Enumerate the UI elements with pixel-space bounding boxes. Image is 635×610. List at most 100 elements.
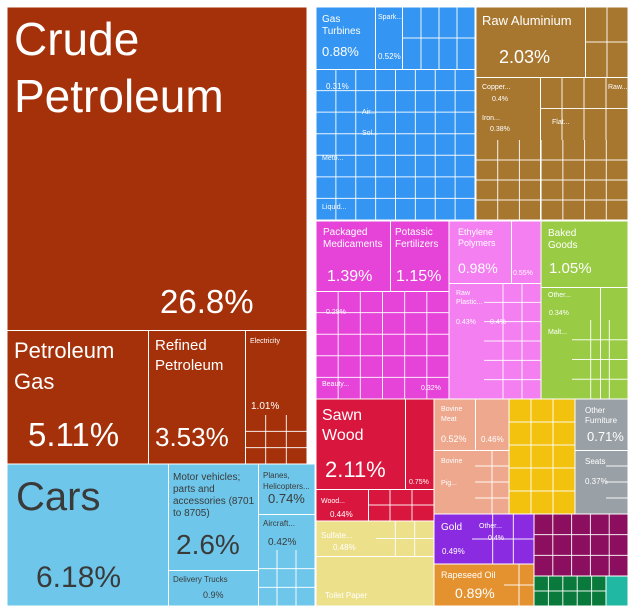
delivery-trucks-name-label: Delivery Trucks [173, 575, 228, 584]
mineral-divider [7, 330, 307, 331]
raw-plastic-name-label: Raw [456, 290, 471, 297]
copper-value-label: 0.4% [492, 96, 508, 103]
crude-petroleum-name-label: Petroleum [14, 70, 224, 122]
seats-name-label: Seats [585, 457, 605, 466]
crude-petroleum-name-label: Crude [14, 13, 139, 65]
liquid-name-label: Liquid... [322, 204, 347, 211]
item-27-value-label: 0.55% [513, 270, 533, 277]
air-name-label: Air... [362, 109, 376, 116]
motor-vehicles-parts-and-accessories-8701-to-8705-name-label: accessories (8701 [173, 496, 255, 507]
gas-turbines-value-label: 0.88% [322, 44, 359, 59]
ethylene-polymers-name-label: Polymers [458, 238, 496, 248]
animal-divider [475, 399, 476, 450]
group-metals [475, 6, 629, 221]
other-furniture-name-label: Other [585, 406, 605, 415]
malt-name-label: Malt... [548, 329, 567, 336]
sawn-wood-value-label: 2.11% [325, 457, 386, 482]
crude-petroleum-value-label: 26.8% [160, 283, 254, 320]
metals-divider [585, 7, 586, 77]
gas-turbines-name-label: Turbines [322, 26, 361, 37]
item-29-value-label: 0.4% [490, 319, 506, 326]
raw-plastic-name-label: Plastic... [456, 299, 483, 306]
sol-name-label: Sol... [362, 130, 378, 137]
animal-divider [434, 450, 509, 451]
raw-name-label: Raw... [608, 84, 628, 91]
transport-divider [168, 464, 169, 606]
bovine-meat-name-label: Meat [441, 416, 457, 423]
other-value-label: 0.4% [488, 535, 504, 542]
other-name-label: Other... [548, 292, 571, 299]
motor-vehicles-parts-and-accessories-8701-to-8705-name-label: Motor vehicles; [173, 472, 240, 483]
toilet-paper-name-label: Toilet Paper [325, 591, 368, 600]
wood-divider [316, 489, 434, 490]
packaged-medicaments-value-label: 1.39% [327, 268, 372, 285]
baked-goods-value-label: 1.05% [549, 260, 592, 277]
group-stone [605, 575, 629, 607]
refined-petroleum-name-label: Refined [155, 337, 207, 354]
seats-value-label: 0.37% [585, 477, 608, 486]
sawn-wood-name-label: Sawn [322, 407, 362, 424]
planes-helicopters-value-label: 0.74% [268, 491, 305, 506]
baked-goods-name-label: Baked [548, 228, 576, 239]
mineral-divider [245, 330, 246, 464]
plastics-divider [449, 283, 541, 284]
wood-value-label: 0.44% [330, 510, 353, 519]
petroleum-gas-name-label: Petroleum [14, 338, 114, 363]
rapeseed-oil-value-label: 0.89% [455, 585, 495, 601]
wood-divider [405, 399, 406, 489]
wood-name-label: Wood... [321, 498, 345, 505]
electricity-value-label: 1.01% [251, 401, 279, 412]
spark-value-label: 0.52% [378, 52, 401, 61]
raw-aluminium-name-label: Raw Aluminium [482, 13, 572, 28]
flat-name-label: Flat... [552, 119, 570, 126]
transport-divider [258, 514, 315, 515]
packaged-medicaments-name-label: Packaged [323, 227, 367, 238]
other-value-label: 0.34% [549, 310, 569, 317]
item-34-value-label: 0.75% [409, 479, 429, 486]
other-furniture-name-label: Furniture [585, 416, 618, 425]
misc-divider [575, 450, 628, 451]
group-footwear [533, 513, 629, 577]
gold-value-label: 0.49% [442, 547, 465, 556]
other-name-label: Other... [479, 523, 502, 530]
sulfate-name-label: Sulfate... [321, 531, 353, 540]
potassic-fertilizers-name-label: Fertilizers [395, 239, 438, 250]
ethylene-polymers-value-label: 0.98% [458, 260, 498, 276]
metals-divider [540, 77, 541, 220]
ethylene-polymers-name-label: Ethylene [458, 227, 493, 237]
motor-vehicles-parts-and-accessories-8701-to-8705-name-label: to 8705) [173, 508, 210, 519]
sulfate-value-label: 0.48% [333, 543, 356, 552]
item-11-value-label: 0.31% [326, 82, 349, 91]
gold-name-label: Gold [441, 522, 462, 533]
electricity-name-label: Electricity [250, 338, 280, 345]
cars-value-label: 6.18% [36, 561, 121, 594]
plastics-divider [511, 221, 512, 283]
pig-name-label: Pig... [441, 480, 457, 487]
potassic-fertilizers-name-label: Potassic [395, 227, 433, 238]
machines-divider [402, 7, 403, 69]
delivery-trucks-value-label: 0.9% [203, 590, 224, 600]
gas-turbines-name-label: Gas [322, 14, 340, 25]
meto-name-label: Meto... [322, 155, 343, 162]
copper-name-label: Copper... [482, 84, 510, 91]
planes-helicopters-name-label: Planes, [263, 471, 290, 480]
paper-divider [316, 556, 434, 557]
planes-helicopters-name-label: Helicopters... [263, 482, 310, 491]
item-23-value-label: 0.29% [326, 309, 346, 316]
group-textiles [508, 398, 576, 515]
group-mineral [6, 6, 308, 465]
potassic-fertilizers-value-label: 1.15% [396, 268, 441, 285]
raw-plastic-value-label: 0.43% [456, 319, 476, 326]
metals-divider [476, 77, 628, 78]
raw-aluminium-value-label: 2.03% [499, 47, 550, 67]
spark-name-label: Spark... [378, 14, 402, 21]
food-divider [541, 287, 628, 288]
bovine-meat-name-label: Bovine [441, 406, 463, 413]
group-animal [433, 398, 510, 515]
cars-name-label: Cars [16, 475, 100, 519]
group-food [540, 220, 629, 400]
food-divider [600, 287, 601, 399]
aircraft-value-label: 0.42% [268, 537, 296, 548]
